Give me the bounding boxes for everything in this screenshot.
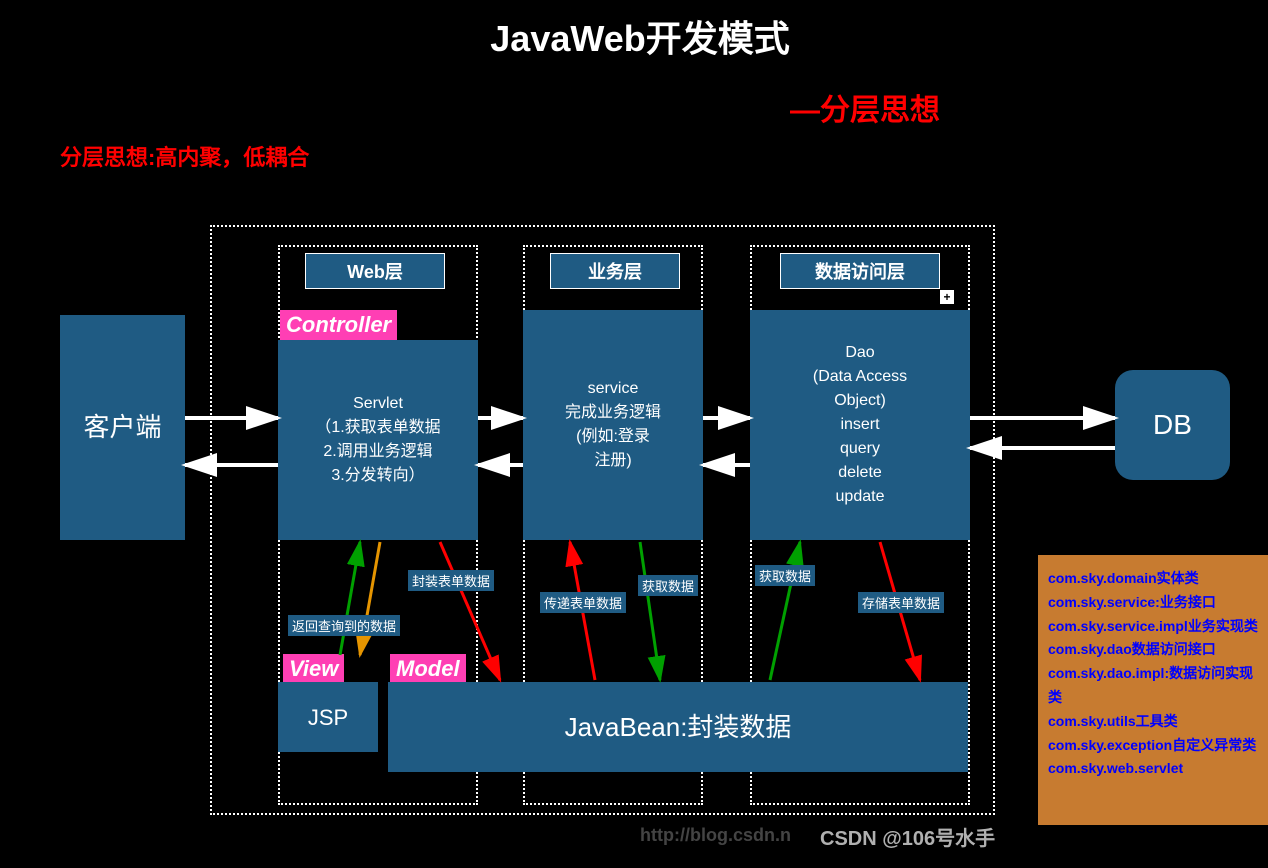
package-line: com.sky.dao.impl:数据访问实现类 <box>1048 662 1258 710</box>
edge-label-store-form: 存储表单数据 <box>858 592 944 613</box>
dao-line: (Data Access <box>813 365 907 389</box>
package-panel: com.sky.domain实体类 com.sky.service:业务接口 c… <box>1038 555 1268 825</box>
edge-label-pack-form: 封装表单数据 <box>408 570 494 591</box>
dao-line: query <box>840 437 880 461</box>
edge-label-return: 返回查询到的数据 <box>288 615 400 636</box>
package-line: com.sky.utils工具类 <box>1048 710 1258 734</box>
dao-line: Object) <box>834 389 886 413</box>
package-line: com.sky.web.servlet <box>1048 757 1258 781</box>
dao-line: Dao <box>845 341 874 365</box>
dao-line: insert <box>840 413 879 437</box>
dao-line: update <box>836 485 885 509</box>
controller-line: （1.获取表单数据 <box>315 416 440 440</box>
package-line: com.sky.domain实体类 <box>1048 567 1258 591</box>
dao-line: delete <box>838 461 882 485</box>
web-layer-label: Web层 <box>305 253 445 289</box>
service-line: service <box>588 377 639 401</box>
subtitle-layer: —分层思想 <box>790 85 940 129</box>
service-line: 完成业务逻辑 <box>565 401 661 425</box>
controller-box: Servlet （1.获取表单数据 2.调用业务逻辑 3.分发转向） <box>278 340 478 540</box>
service-layer-label: 业务层 <box>550 253 680 289</box>
subtitle-principle: 分层思想:高内聚，低耦合 <box>60 140 309 172</box>
package-line: com.sky.service.impl业务实现类 <box>1048 615 1258 639</box>
service-line: (例如:登录 <box>576 425 650 449</box>
service-line: 注册) <box>594 449 631 473</box>
edge-label-get-data-2: 获取数据 <box>755 565 815 586</box>
package-line: com.sky.dao数据访问接口 <box>1048 638 1258 662</box>
dao-layer-label: 数据访问层 <box>780 253 940 289</box>
package-line: com.sky.exception自定义异常类 <box>1048 734 1258 758</box>
page-title: JavaWeb开发模式 <box>420 10 860 62</box>
db-box: DB <box>1115 370 1230 480</box>
controller-line: 3.分发转向） <box>331 464 424 488</box>
service-box: service 完成业务逻辑 (例如:登录 注册) <box>523 310 703 540</box>
controller-line: 2.调用业务逻辑 <box>323 440 432 464</box>
watermark-faint: http://blog.csdn.n <box>640 825 791 846</box>
watermark-csdn: CSDN @106号水手 <box>820 822 995 851</box>
javabean-box: JavaBean:封装数据 <box>388 682 968 772</box>
controller-line: Servlet <box>353 392 403 416</box>
model-badge: Model <box>390 654 466 684</box>
view-badge: View <box>283 654 344 684</box>
package-line: com.sky.service:业务接口 <box>1048 591 1258 615</box>
client-box: 客户端 <box>60 315 185 540</box>
dao-box: Dao (Data Access Object) insert query de… <box>750 310 970 540</box>
controller-badge: Controller <box>280 310 397 340</box>
edge-label-pass-form: 传递表单数据 <box>540 592 626 613</box>
edge-label-get-data-1: 获取数据 <box>638 575 698 596</box>
jsp-box: JSP <box>278 682 378 752</box>
expand-handle-icon: + <box>940 290 954 304</box>
